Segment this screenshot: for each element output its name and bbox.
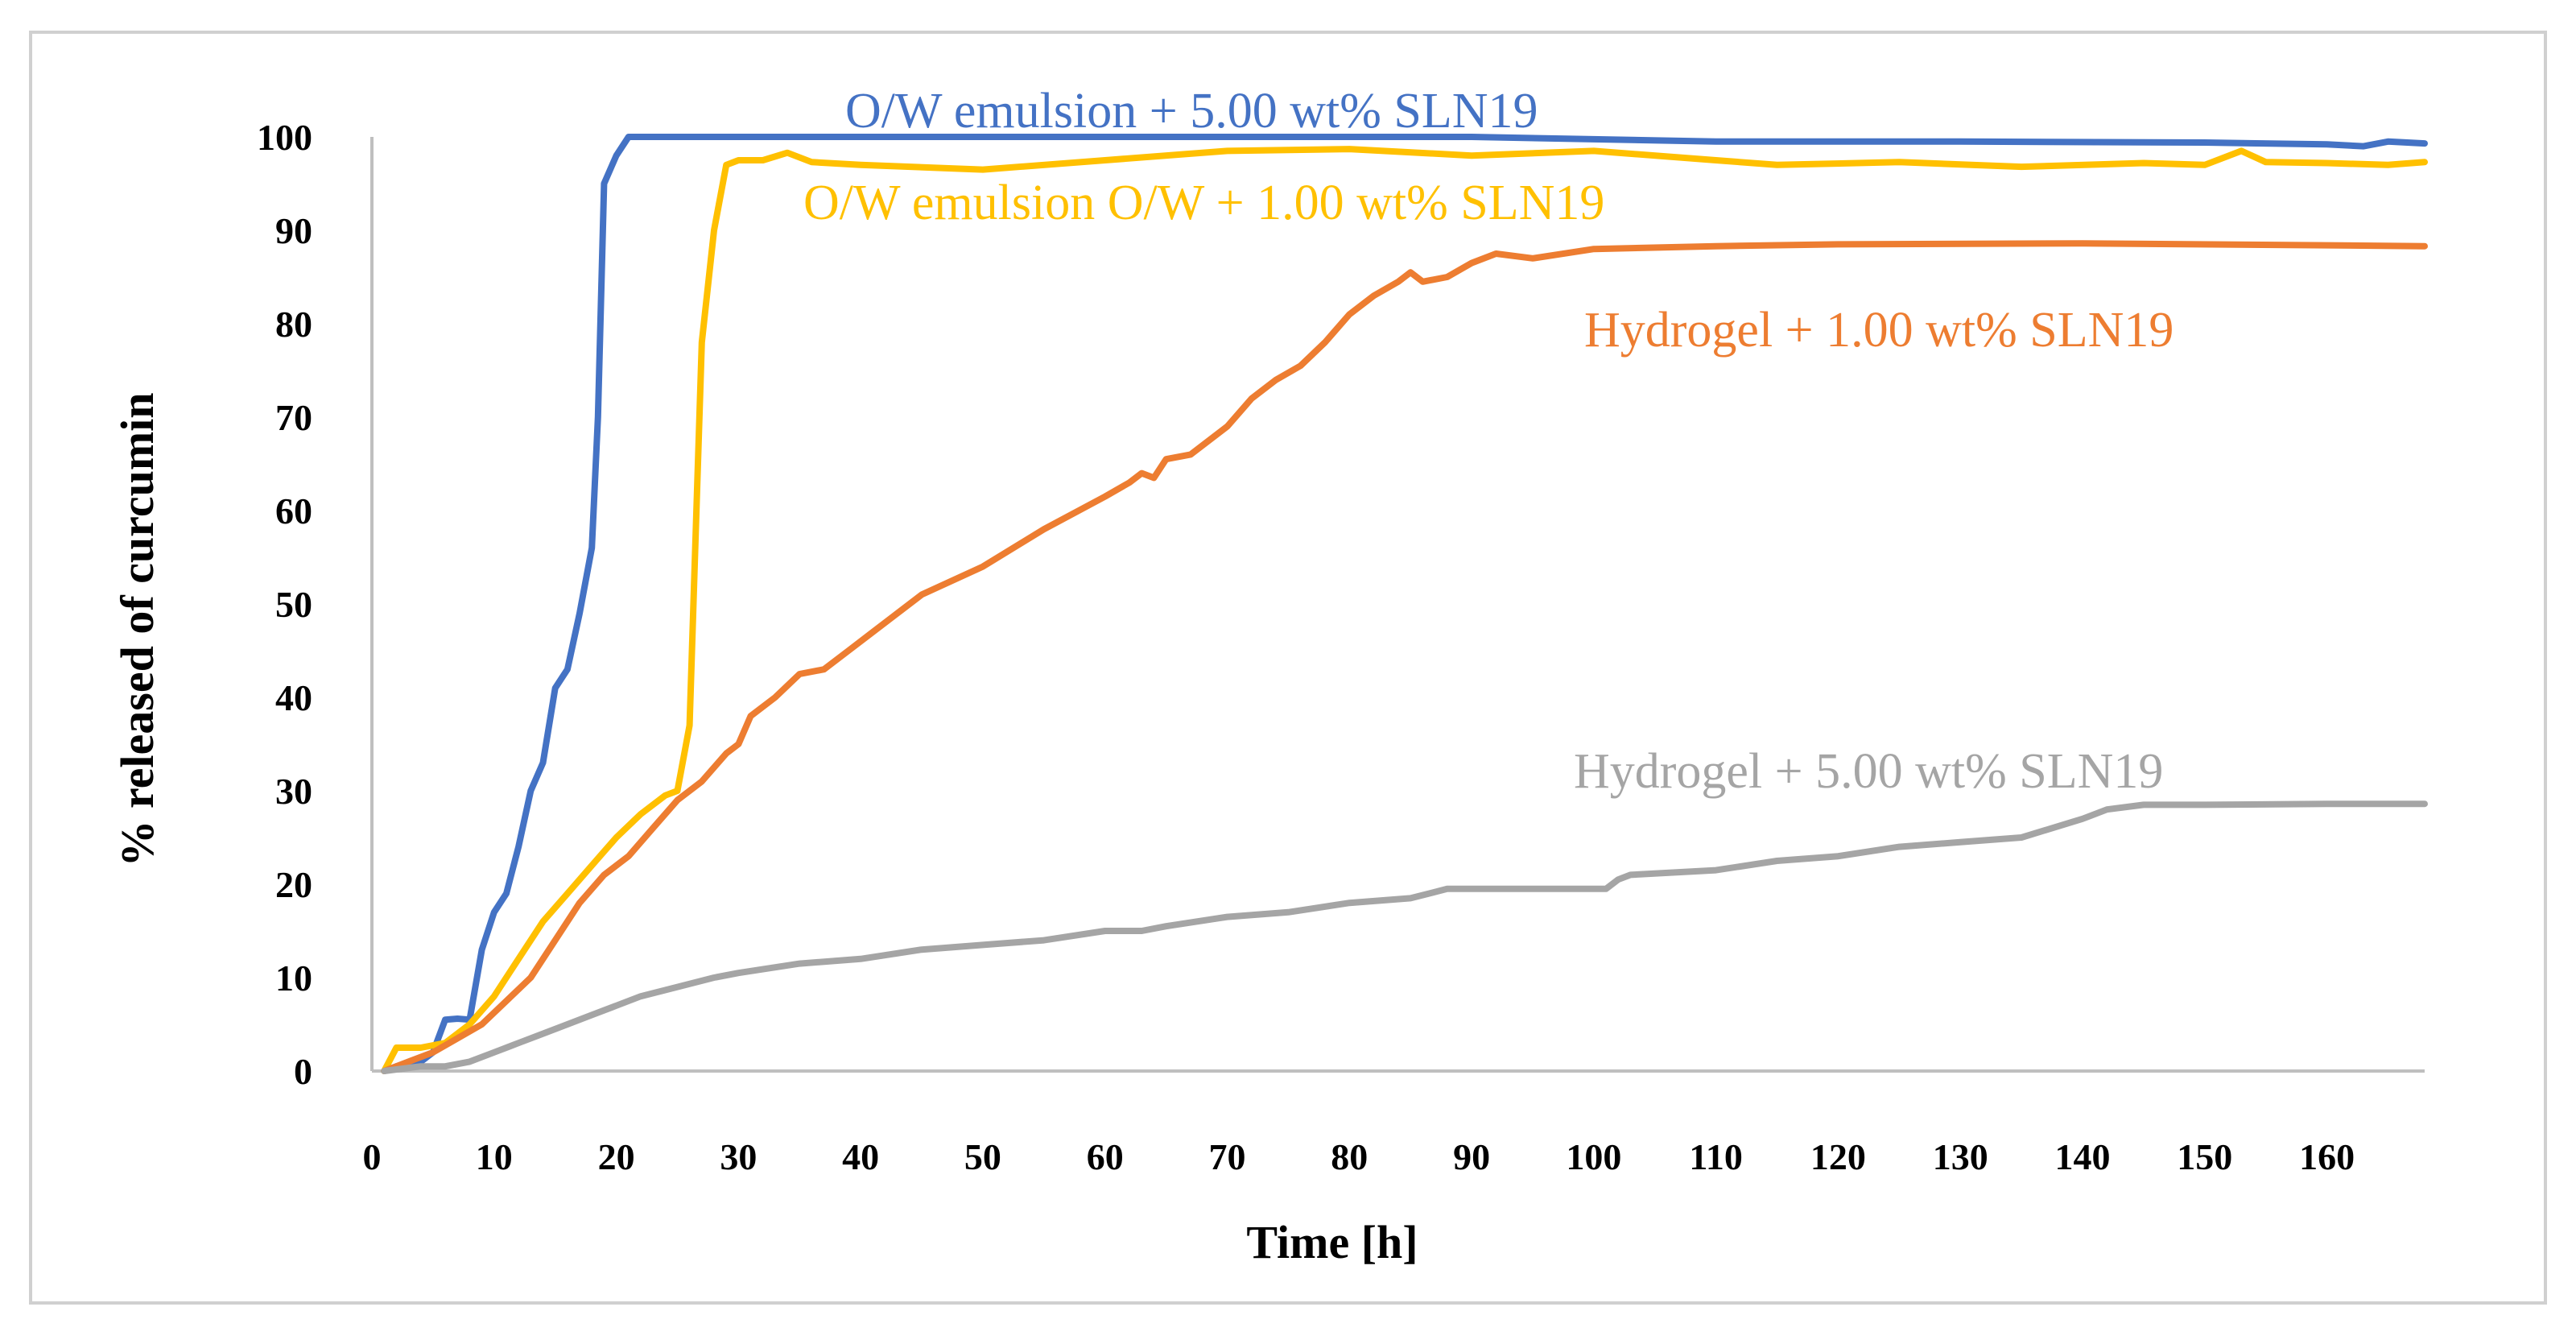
x-tick-label: 140 <box>2055 1136 2111 1177</box>
x-tick-label: 90 <box>1453 1136 1490 1177</box>
x-tick-label: 120 <box>1810 1136 1866 1177</box>
x-tick-label: 50 <box>964 1136 1001 1177</box>
y-tick-label: 30 <box>275 771 312 812</box>
x-tick-label: 10 <box>476 1136 513 1177</box>
y-tick-label: 80 <box>275 304 312 345</box>
series-line <box>381 134 2428 1074</box>
y-tick-label: 10 <box>275 957 312 999</box>
series-label: O/W emulsion + 5.00 wt% SLN19 <box>845 84 1538 139</box>
series-lines <box>381 134 2428 1074</box>
x-tick-label: 130 <box>1933 1136 1988 1177</box>
series-line <box>381 240 2428 1074</box>
x-tick-label: 40 <box>842 1136 879 1177</box>
series-label: Hydrogel + 1.00 wt% SLN19 <box>1584 303 2174 358</box>
series-labels: O/W emulsion + 5.00 wt% SLN19 O/W emulsio… <box>803 84 2174 799</box>
x-axis-ticks: 0 10 20 30 40 50 60 70 80 90 100 110 120 130 140 150 160 <box>363 1136 2355 1177</box>
y-tick-label: 0 <box>294 1051 312 1092</box>
y-tick-label: 100 <box>257 117 312 158</box>
y-axis-ticks: 0 10 20 30 40 50 60 70 80 90 100 <box>257 117 312 1092</box>
y-tick-label: 70 <box>275 397 312 438</box>
x-tick-label: 160 <box>2299 1136 2355 1177</box>
x-axis-title: Time [h] <box>1246 1216 1418 1268</box>
series-line <box>381 146 2428 1074</box>
series-line <box>381 800 2428 1074</box>
x-tick-label: 0 <box>363 1136 382 1177</box>
x-tick-label: 70 <box>1209 1136 1246 1177</box>
y-tick-label: 20 <box>275 864 312 905</box>
series-label: Hydrogel + 5.00 wt% SLN19 <box>1574 744 2163 799</box>
y-tick-label: 90 <box>275 210 312 251</box>
x-tick-label: 100 <box>1566 1136 1621 1177</box>
y-tick-label: 50 <box>275 584 312 625</box>
x-tick-label: 60 <box>1087 1136 1124 1177</box>
x-tick-label: 20 <box>598 1136 635 1177</box>
y-tick-label: 40 <box>275 677 312 718</box>
x-tick-label: 80 <box>1331 1136 1368 1177</box>
y-tick-label: 60 <box>275 490 312 531</box>
x-tick-label: 30 <box>720 1136 757 1177</box>
y-axis-title: % released of curcumin <box>111 392 163 866</box>
x-tick-label: 110 <box>1689 1136 1742 1177</box>
series-label: O/W emulsion O/W + 1.00 wt% SLN19 <box>803 176 1604 230</box>
x-tick-label: 150 <box>2177 1136 2232 1177</box>
